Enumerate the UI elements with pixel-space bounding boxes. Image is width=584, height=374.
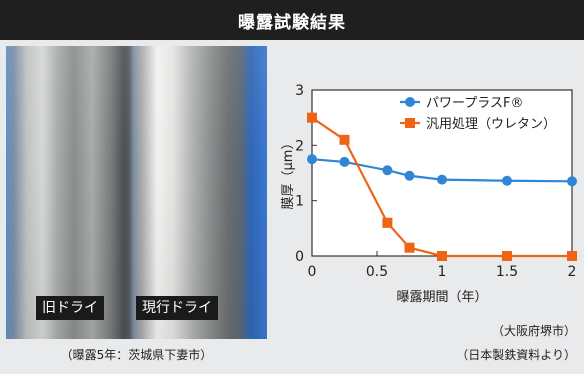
x-tick-label: 2: [568, 264, 577, 280]
x-axis-label: 曝露期間（年）: [396, 290, 487, 305]
old-dry-label: 旧ドライ: [36, 296, 104, 320]
exposure-photo: 旧ドライ 現行ドライ: [6, 46, 267, 339]
y-tick-label: 3: [295, 83, 304, 99]
series-2-point: [404, 242, 415, 253]
source-reference: （日本製鉄資料より）: [456, 348, 576, 362]
legend-marker-1: [405, 97, 415, 107]
series-2-point: [339, 134, 350, 145]
page-title-text: 曝露試験結果: [238, 12, 346, 33]
plot-area: [311, 89, 573, 257]
series-2-point: [502, 251, 512, 261]
x-tick-label: 0.5: [366, 264, 388, 280]
legend-label-1: パワープラスF®: [426, 96, 523, 111]
series-2-point: [567, 251, 577, 261]
legend-label-2: 汎用処理（ウレタン）: [426, 117, 556, 132]
series-1-point: [404, 170, 415, 181]
series-1-point: [502, 175, 512, 186]
film-thickness-chart: 0 0.5 1 1.5 2 0 1 2 3 曝露期間（年） 膜厚（μm） パワープラスF® 汎用処理（ウ…: [281, 83, 577, 305]
series-2-point: [307, 112, 317, 123]
series-1-point: [437, 174, 447, 185]
x-tick-label: 0: [308, 264, 317, 280]
y-tick-label: 2: [295, 138, 304, 154]
y-axis-label: 膜厚（μm）: [281, 137, 296, 210]
page-title: 曝露試験結果: [0, 0, 584, 40]
photo-sheen: [6, 46, 267, 339]
photo-caption: （曝露5年：茨城県下妻市）: [60, 348, 213, 362]
x-tick-label: 1.5: [496, 264, 518, 280]
series-1-point: [567, 176, 577, 187]
x-tick-label: 1: [438, 264, 447, 280]
y-tick-label: 0: [295, 249, 304, 265]
series-1-point: [382, 165, 393, 176]
series-1-point: [339, 156, 350, 167]
series-1-point: [307, 154, 317, 165]
legend-marker-2: [405, 118, 415, 128]
source-location: （大阪府堺市）: [491, 324, 576, 338]
y-tick-label: 1: [295, 194, 304, 210]
current-dry-label: 現行ドライ: [136, 296, 218, 320]
series-2-point: [437, 251, 447, 261]
series-2-point: [382, 217, 393, 228]
